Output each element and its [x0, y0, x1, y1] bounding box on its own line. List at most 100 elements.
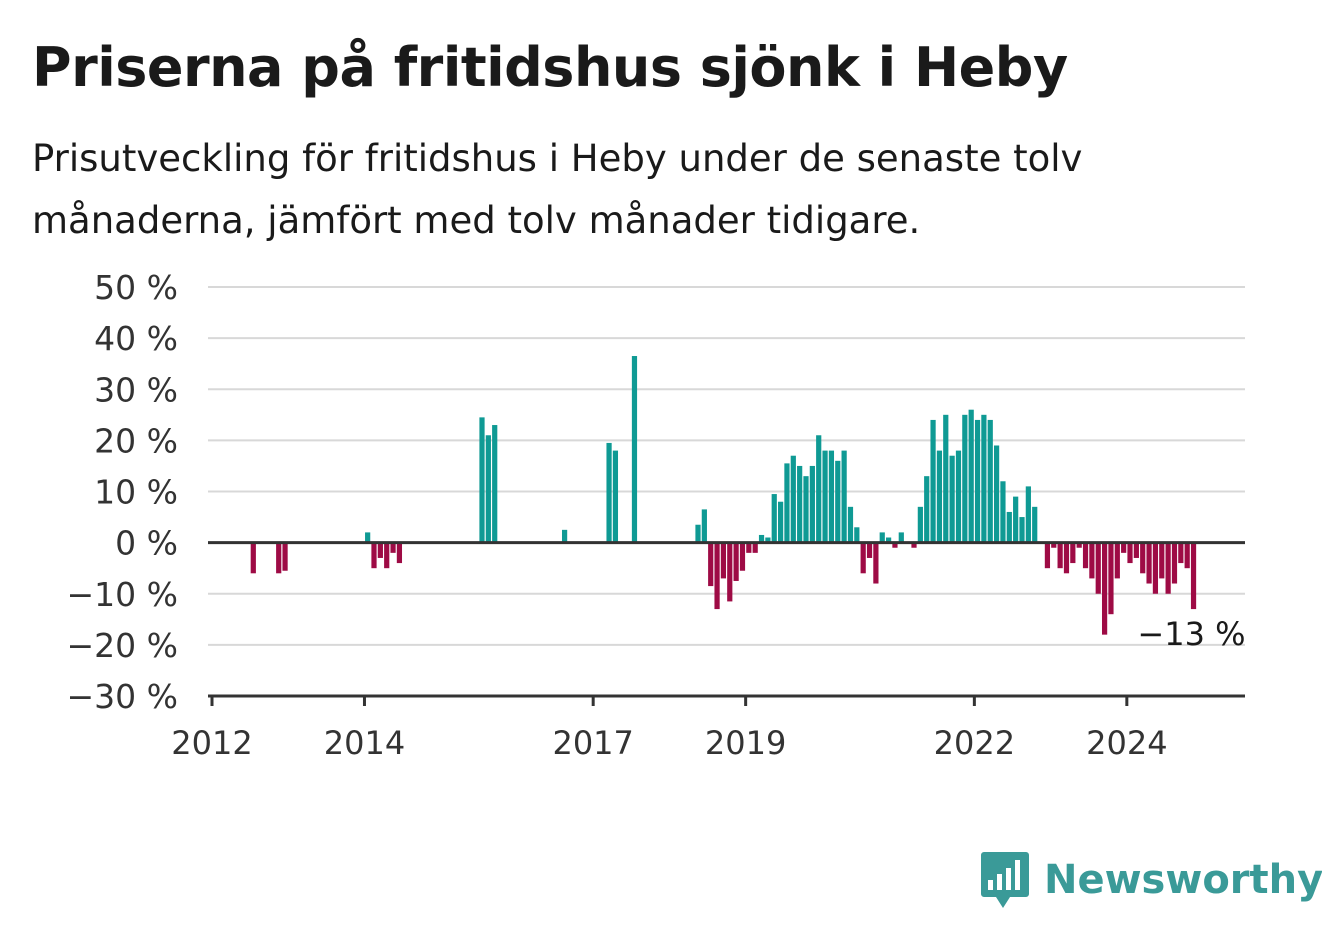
bar	[695, 524, 701, 543]
bar	[885, 537, 892, 543]
bar	[606, 442, 612, 543]
bar	[1051, 542, 1057, 548]
chart-title: Priserna på fritidshus sjönk i Heby	[32, 36, 1068, 99]
bar	[943, 414, 949, 543]
bar	[492, 425, 498, 543]
bar	[371, 542, 377, 569]
x-tick-label: 2017	[552, 724, 633, 762]
bars	[250, 356, 1197, 635]
bar	[561, 529, 568, 543]
bar	[1032, 506, 1038, 543]
bar	[1044, 542, 1051, 569]
bar	[797, 465, 803, 543]
bar	[1063, 542, 1070, 574]
bar	[1127, 542, 1133, 564]
bar	[612, 450, 619, 543]
bar	[968, 409, 974, 543]
bar	[828, 450, 835, 543]
bar	[377, 542, 383, 558]
bar	[1082, 542, 1089, 569]
bar	[708, 542, 714, 587]
chart-subtitle: Prisutveckling för fritidshus i Heby und…	[32, 137, 1083, 242]
bar	[949, 455, 955, 543]
bar	[911, 542, 917, 548]
bar	[924, 476, 930, 543]
x-axis-ticks: 2012 2014 2017 2019 2022 2024	[171, 696, 1168, 762]
bar	[714, 542, 720, 610]
bar	[250, 542, 256, 574]
bar	[727, 542, 733, 602]
bar	[485, 435, 491, 543]
bar	[1140, 542, 1146, 574]
bar	[822, 450, 828, 543]
bar	[1019, 517, 1025, 543]
bar	[1171, 542, 1178, 584]
bar	[892, 542, 898, 548]
bar	[758, 534, 765, 543]
bar	[981, 414, 987, 543]
bar	[835, 460, 841, 543]
bar	[987, 419, 993, 543]
brand-name: Newsworthy	[1044, 857, 1322, 903]
bar	[479, 417, 485, 543]
bar	[1095, 542, 1101, 594]
bar	[390, 542, 396, 553]
newsworthy-brand[interactable]: Newsworthy	[980, 848, 1322, 912]
bar	[771, 494, 777, 543]
bar	[1159, 542, 1165, 579]
bar	[365, 532, 371, 543]
bar	[1025, 486, 1031, 543]
bar	[739, 542, 746, 571]
bar	[1184, 542, 1190, 569]
y-axis-ticks: −30 % −20 % −10 % 0 % 10 % 20 % 30 % 40 % 50 %	[67, 268, 179, 716]
x-tick-label: 2019	[705, 724, 786, 762]
bar	[936, 450, 943, 543]
bar	[809, 465, 815, 543]
x-tick-label: 2012	[171, 724, 252, 762]
bar	[720, 542, 727, 579]
y-tick-label: 0 %	[115, 524, 178, 563]
x-tick-label: 2014	[324, 724, 405, 762]
bar	[1152, 542, 1159, 594]
bar	[1146, 542, 1152, 584]
bar	[866, 542, 873, 558]
bar	[1089, 542, 1095, 579]
bar	[854, 527, 860, 543]
y-tick-label: 10 %	[94, 473, 178, 512]
newsworthy-logo-icon	[981, 852, 1029, 908]
bar	[790, 455, 796, 543]
bar	[860, 542, 866, 574]
bar	[816, 435, 822, 543]
bar	[1114, 542, 1120, 579]
bar	[873, 542, 879, 584]
bar	[1108, 542, 1114, 615]
bar	[784, 463, 790, 543]
bar	[1070, 542, 1076, 564]
bar	[396, 542, 403, 564]
bar	[879, 532, 885, 543]
bar	[1178, 542, 1184, 564]
bar	[1133, 542, 1139, 558]
bar	[930, 419, 936, 543]
last-value-label: −13 %	[1137, 615, 1245, 653]
x-tick-label: 2022	[934, 724, 1015, 762]
x-tick-label: 2024	[1086, 724, 1167, 762]
bar	[384, 542, 390, 569]
bar	[1076, 542, 1082, 548]
bar	[282, 542, 288, 571]
bar	[1057, 542, 1063, 569]
bar	[1013, 496, 1019, 543]
annotations: −13 %	[1137, 615, 1245, 653]
bar	[746, 542, 752, 553]
bar	[631, 356, 638, 543]
bar	[841, 450, 847, 543]
bar	[765, 537, 771, 543]
bar	[1000, 481, 1006, 543]
bar	[752, 542, 758, 553]
bar	[1121, 542, 1127, 553]
y-tick-label: 30 %	[94, 370, 178, 409]
y-tick-label: 20 %	[94, 421, 178, 460]
bar	[993, 445, 1000, 543]
bar	[701, 509, 707, 543]
